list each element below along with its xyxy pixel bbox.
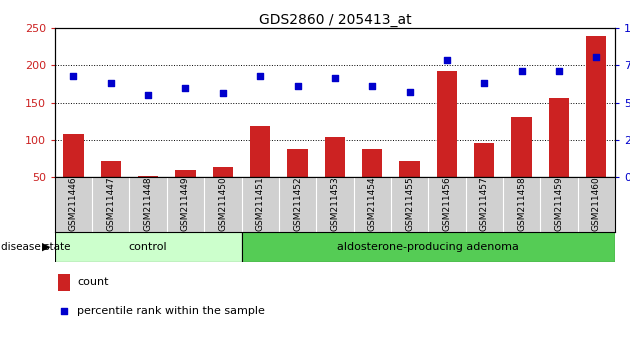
- Bar: [212, 167, 233, 177]
- Text: disease state: disease state: [1, 242, 71, 252]
- Text: GSM211456: GSM211456: [442, 176, 451, 231]
- Point: [292, 84, 302, 89]
- Bar: [549, 98, 569, 177]
- Bar: [63, 134, 84, 177]
- Point: [517, 68, 527, 74]
- Bar: [362, 149, 382, 177]
- Text: ▶: ▶: [42, 242, 50, 252]
- Bar: [399, 161, 420, 177]
- Point: [180, 85, 190, 91]
- Bar: [175, 170, 196, 177]
- Text: GSM211452: GSM211452: [293, 176, 302, 231]
- Bar: [324, 137, 345, 177]
- Text: percentile rank within the sample: percentile rank within the sample: [77, 306, 265, 316]
- Text: GSM211446: GSM211446: [69, 176, 78, 231]
- Bar: [474, 143, 495, 177]
- Text: GSM211447: GSM211447: [106, 176, 115, 231]
- Point: [404, 90, 415, 95]
- Text: GSM211453: GSM211453: [330, 176, 340, 231]
- Text: GSM211455: GSM211455: [405, 176, 414, 231]
- Bar: [101, 161, 121, 177]
- Bar: [586, 36, 607, 177]
- Bar: [241, 232, 615, 262]
- Point: [591, 54, 601, 59]
- Text: GSM211457: GSM211457: [479, 176, 489, 231]
- Bar: [138, 176, 158, 177]
- Point: [479, 80, 490, 86]
- Point: [442, 57, 452, 63]
- Point: [143, 92, 153, 98]
- Text: control: control: [129, 242, 168, 252]
- Point: [330, 75, 340, 81]
- Text: GSM211448: GSM211448: [144, 176, 152, 231]
- Point: [106, 80, 116, 86]
- Title: GDS2860 / 205413_at: GDS2860 / 205413_at: [258, 13, 411, 27]
- Text: aldosterone-producing adenoma: aldosterone-producing adenoma: [337, 242, 519, 252]
- Text: GSM211458: GSM211458: [517, 176, 526, 231]
- Point: [554, 68, 564, 74]
- Bar: [437, 71, 457, 177]
- Point: [59, 308, 69, 314]
- Point: [255, 73, 265, 79]
- Point: [367, 84, 377, 89]
- Bar: [287, 149, 308, 177]
- Text: GSM211454: GSM211454: [368, 176, 377, 231]
- Text: GSM211459: GSM211459: [554, 176, 563, 231]
- Text: GSM211449: GSM211449: [181, 176, 190, 231]
- Bar: [57, 274, 70, 291]
- Text: GSM211460: GSM211460: [592, 176, 601, 231]
- Text: GSM211450: GSM211450: [219, 176, 227, 231]
- Bar: [55, 232, 241, 262]
- Point: [218, 90, 228, 96]
- Bar: [512, 117, 532, 177]
- Bar: [250, 126, 270, 177]
- Point: [69, 73, 79, 79]
- Text: count: count: [77, 277, 109, 287]
- Text: GSM211451: GSM211451: [256, 176, 265, 231]
